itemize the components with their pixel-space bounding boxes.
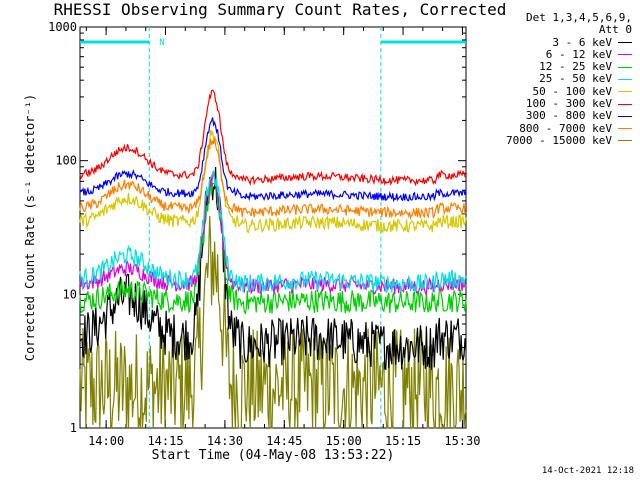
series-line-3	[79, 170, 467, 293]
legend-label: 12 - 25 keV	[539, 60, 612, 74]
legend-label: 800 - 7000 keV	[519, 121, 612, 135]
legend-swatch	[618, 103, 632, 105]
legend-label: 6 - 12 keV	[545, 47, 612, 61]
series-line-7	[79, 137, 467, 221]
x-tick-label-0: 14:00	[88, 434, 124, 448]
legend-swatch	[618, 91, 632, 93]
legend-entry-0: 3 - 6 keV	[472, 35, 632, 49]
x-tick-label-3: 14:45	[266, 434, 302, 448]
series-line-8	[79, 215, 467, 431]
legend-swatch	[618, 78, 632, 80]
series-line-6	[79, 117, 467, 203]
legend-entry-4: 50 - 100 keV	[472, 84, 632, 98]
legend-swatch	[618, 140, 632, 142]
legend-swatch	[618, 66, 632, 68]
legend-label: 50 - 100 keV	[532, 84, 612, 98]
plot-frame	[79, 26, 467, 429]
legend-entry-3: 25 - 50 keV	[472, 73, 632, 85]
chart-title: RHESSI Observing Summary Count Rates, Co…	[53, 0, 507, 19]
legend-entry-8: 7000 - 15000 keV	[472, 133, 632, 147]
series-line-2	[79, 177, 467, 315]
legend-entry-7: 800 - 7000 keV	[472, 121, 632, 135]
series-line-4	[79, 129, 467, 234]
render-timestamp: 14-Oct-2021 12:18	[541, 466, 634, 476]
legend-swatch	[618, 54, 632, 56]
x-tick-label-5: 15:15	[385, 434, 421, 448]
x-axis-label: Start Time (04-May-08 13:53:22)	[152, 448, 395, 463]
y-tick-label-1: 10	[63, 287, 77, 301]
legend-header-detectors: Det 1,3,4,5,6,9,	[526, 11, 632, 24]
legend-label: 7000 - 15000 keV	[506, 133, 612, 147]
legend-entry-6: 300 - 800 keV	[472, 110, 632, 122]
legend-entry-1: 6 - 12 keV	[472, 47, 632, 61]
legend-label: 25 - 50 keV	[539, 72, 612, 86]
series-line-5	[79, 89, 467, 187]
legend-label: 100 - 300 keV	[525, 97, 612, 111]
legend-entry-5: 100 - 300 keV	[472, 97, 632, 111]
legend-swatch	[618, 115, 632, 117]
x-tick-label-2: 14:30	[207, 434, 243, 448]
legend-swatch	[618, 128, 632, 130]
y-tick-label-0: 1	[70, 421, 77, 435]
x-tick-label-6: 15:30	[444, 434, 480, 448]
legend-label: 3 - 6 keV	[552, 35, 612, 49]
series-line-0	[79, 166, 467, 371]
legend-header-attenuator: Att 0	[598, 23, 632, 37]
night-marker-label: N	[159, 38, 164, 48]
legend-swatch	[618, 42, 632, 44]
y-axis-label: Corrected Count Rate (s⁻¹ detector⁻¹)	[23, 94, 37, 361]
x-tick-label-4: 15:00	[326, 434, 362, 448]
y-tick-label-3: 1000	[48, 20, 77, 34]
legend-entry-2: 12 - 25 keV	[472, 61, 632, 73]
y-tick-label-2: 100	[55, 154, 77, 168]
legend-label: 300 - 800 keV	[525, 109, 612, 123]
x-tick-label-1: 14:15	[147, 434, 183, 448]
legend: Det 1,3,4,5,6,9, Att 0 3 - 6 keV 6 - 12 k…	[472, 11, 632, 147]
